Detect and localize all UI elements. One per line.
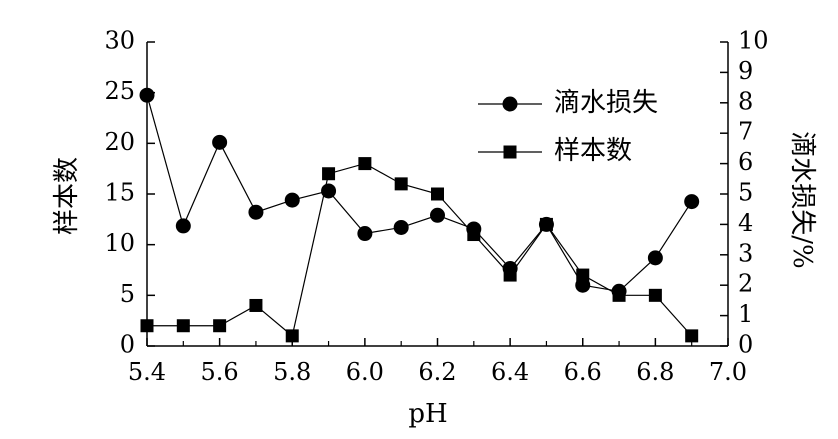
y-right-tick-label: 0	[738, 331, 753, 359]
y-left-tick-label: 20	[104, 128, 135, 156]
drip-loss-point	[321, 183, 337, 199]
sample-count-point	[539, 217, 553, 231]
sample-count-point	[612, 288, 626, 302]
y-right-tick-label: 1	[738, 300, 753, 328]
y-right-tick-label: 5	[738, 179, 753, 207]
legend-sample-count-label: 样本数	[554, 136, 632, 166]
y-left-tick-label: 0	[120, 331, 135, 359]
drip-loss-point	[248, 204, 264, 220]
sample-count-point	[322, 167, 336, 181]
y-right-axis-title: 滴水损失/%	[787, 131, 817, 268]
drip-loss-point	[284, 192, 300, 208]
drip-loss-line	[146, 95, 693, 292]
sample-count-point	[358, 157, 372, 171]
sample-count-point	[213, 319, 227, 333]
y-right-tick-label: 10	[738, 27, 769, 55]
sample-count-point	[503, 268, 517, 282]
x-tick-label: 6.6	[564, 358, 602, 386]
x-tick-label: 6.8	[636, 358, 674, 386]
x-tick-label: 6.2	[418, 358, 456, 386]
legend-drip-loss-marker	[502, 96, 518, 112]
x-tick-label: 5.4	[128, 358, 166, 386]
y-right-tick-label: 2	[738, 270, 753, 298]
sample-count-point	[576, 268, 590, 282]
legend-drip-loss-label: 滴水损失	[554, 88, 658, 118]
y-right-tick-label: 7	[738, 118, 753, 146]
x-axis-title: pH	[408, 399, 447, 429]
x-tick-label: 6.4	[491, 358, 529, 386]
sample-count-point	[249, 298, 263, 312]
x-tick-label: 5.6	[201, 358, 239, 386]
x-tick-label: 7.0	[709, 358, 747, 386]
y-right-tick-label: 3	[738, 239, 753, 267]
y-left-axis-title: 样本数	[52, 157, 82, 235]
y-left-tick-label: 25	[104, 77, 135, 105]
ticks: 5.4 5.6 5.8 6.0 6.2 6.4 6.6 6.8 7.00510152025300…	[104, 27, 768, 387]
sample-count-point	[394, 177, 408, 191]
legend-sample-count-marker	[503, 145, 517, 159]
drip-loss-point	[212, 134, 228, 150]
sample-count-line	[147, 162, 693, 337]
drip-loss-point	[139, 87, 155, 103]
drip-loss-point	[357, 226, 373, 242]
sample-count-point	[467, 228, 481, 242]
y-left-tick-label: 5	[120, 280, 135, 308]
y-right-tick-label: 6	[738, 148, 753, 176]
series	[139, 87, 700, 343]
y-left-tick-label: 10	[104, 229, 135, 257]
drip-loss-point	[393, 219, 409, 235]
x-tick-label: 6.0	[346, 358, 384, 386]
sample-count-point	[648, 288, 662, 302]
drip-loss-point	[684, 194, 700, 210]
sample-count-point	[176, 319, 190, 333]
y-right-tick-label: 8	[738, 87, 753, 115]
y-left-tick-label: 30	[104, 27, 135, 55]
sample-count-point	[140, 319, 154, 333]
drip-loss-point	[175, 218, 191, 234]
sample-count-point	[685, 329, 699, 343]
y-left-tick-label: 15	[104, 179, 135, 207]
y-right-tick-label: 4	[738, 209, 753, 237]
sample-count-point	[285, 329, 299, 343]
x-tick-label: 5.8	[273, 358, 311, 386]
y-right-tick-label: 9	[738, 57, 753, 85]
drip-loss-point	[647, 250, 663, 266]
sample-count-point	[431, 187, 444, 201]
drip-loss-point	[430, 207, 445, 223]
